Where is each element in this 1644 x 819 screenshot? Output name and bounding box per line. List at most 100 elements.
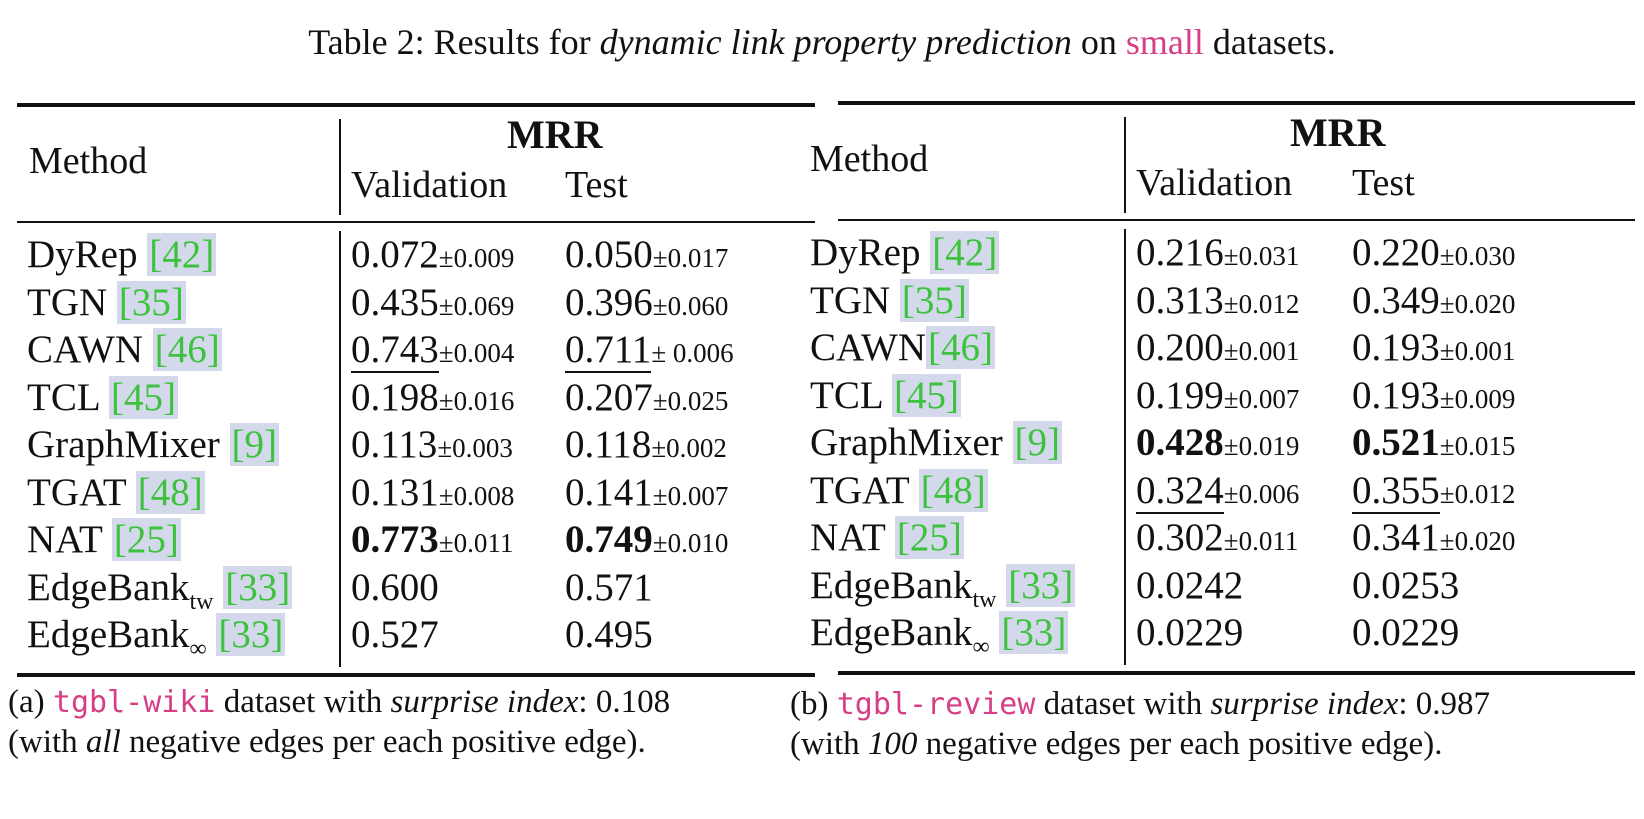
validation-value: 0.200 [1136,326,1224,369]
citation-link[interactable]: [46] [926,326,996,369]
citation-link[interactable]: [42] [147,233,217,276]
top-rule [838,101,1635,105]
header-divider [339,119,341,215]
test-value: 0.571 [565,565,653,609]
citation-link[interactable]: [48] [135,470,205,514]
citation-link[interactable]: [35] [116,280,186,324]
validation-cell: 0.428±0.019 [1136,419,1299,470]
validation-std: ±0.009 [438,243,515,273]
table-row: TGAT [48] 0.131±0.008 0.141±0.007 [17,469,815,517]
method-name: CAWN [27,328,153,371]
validation-std: ±0.011 [438,528,514,558]
test-cell: 0.220±0.030 [1352,229,1515,280]
method-subscript: ∞ [189,636,207,662]
citation-link[interactable]: [25] [894,516,964,559]
subcaption-b-mid: dataset with [1035,686,1211,722]
header-mrr: MRR [1290,110,1386,155]
citation-link[interactable]: [46] [152,328,222,371]
method-name: GraphMixer [810,421,1013,464]
test-value: 0.193 [1352,373,1440,417]
dataset-name-b: tgbl-review [836,687,1036,722]
validation-value: 0.113 [351,423,438,466]
validation-value: 0.072 [351,233,439,276]
dataset-name-a: tgbl-wiki [52,685,216,720]
method-name: TGN [27,280,117,324]
validation-cell: 0.600 [351,564,439,612]
test-std: ±0.002 [651,433,727,463]
method-name: DyRep [27,233,148,276]
citation-link[interactable]: [33] [999,611,1069,654]
method-cell: EdgeBank∞ [33] [27,611,286,673]
citation-link[interactable]: [25] [111,518,181,561]
method-subscript: tw [972,586,997,613]
table-row: EdgeBanktw [33] 0.600 0.571 [17,564,815,615]
citation-link[interactable]: [33] [216,613,286,656]
mid-rule [17,221,815,223]
citation-link[interactable]: [42] [930,231,1000,274]
validation-std: ±0.003 [437,433,513,463]
table-row: CAWN [46] 0.743±0.004 0.711± 0.006 [17,326,815,374]
test-std: ± 0.006 [651,338,734,368]
method-cell: EdgeBanktw [33] [27,564,293,626]
test-cell: 0.396±0.060 [565,279,728,330]
caption-highlight: small [1125,22,1204,62]
validation-std: ±0.008 [438,480,515,511]
method-cell: NAT [25] [27,516,181,564]
method-cell: TCL [45] [810,372,961,420]
test-std: ±0.020 [1439,526,1516,556]
citation-link[interactable]: [35] [899,278,969,322]
test-cell: 0.749±0.010 [565,516,728,567]
test-std: ±0.010 [652,528,729,558]
validation-cell: 0.0242 [1136,562,1243,610]
citation-link[interactable]: [33] [1006,563,1076,607]
validation-cell: 0.113±0.003 [351,421,513,472]
validation-cell: 0.527 [351,611,439,659]
validation-value: 0.600 [351,565,439,609]
method-subscript: ∞ [972,634,990,660]
method-cell: GraphMixer [9] [810,419,1063,467]
test-value: 0.711 [565,328,652,373]
validation-cell: 0.198±0.016 [351,374,514,425]
test-value: 0.050 [565,233,653,276]
citation-link[interactable]: [45] [891,373,961,417]
test-value: 0.118 [565,423,652,466]
citation-link[interactable]: [9] [229,423,280,466]
caption-emphasis: dynamic link property prediction [599,22,1072,62]
validation-std: ±0.031 [1223,241,1300,271]
test-cell: 0.571 [565,564,653,612]
validation-value: 0.324 [1136,468,1224,514]
subcaption-b-line2: (with 100 negative edges per each positi… [790,724,1442,764]
citation-link[interactable]: [45] [108,375,178,419]
validation-std: ±0.001 [1223,336,1300,366]
validation-cell: 0.216±0.031 [1136,229,1299,280]
method-cell: TGAT [48] [27,469,205,517]
method-name: TCL [27,375,109,419]
method-cell: TGN [35] [27,279,186,327]
method-cell: DyRep [42] [810,229,1000,277]
subcaption-a-l2-suffix: negative edges per each positive edge). [120,724,646,760]
subcaption-a-mid: dataset with [215,684,391,720]
test-cell: 0.495 [565,611,653,659]
method-name: TCL [810,373,892,417]
validation-cell: 0.072±0.009 [351,231,514,282]
header-method: Method [810,138,929,180]
subcaption-b-line1: (b) tgbl-review dataset with surprise in… [790,684,1490,725]
citation-link[interactable]: [33] [223,565,293,609]
validation-value: 0.527 [351,613,439,656]
subcaption-a-value: : 0.108 [578,684,671,720]
citation-link[interactable]: [48] [918,468,988,512]
citation-link[interactable]: [9] [1012,421,1063,464]
body-divider [1124,229,1126,665]
test-std: ±0.012 [1439,478,1516,509]
test-value: 0.0253 [1352,563,1460,607]
method-cell: CAWN[46] [810,324,996,372]
table-row: DyRep [42] 0.072±0.009 0.050±0.017 [17,231,815,279]
test-std: ±0.017 [652,243,729,273]
method-name: NAT [810,516,895,559]
table-row: TGN [35] 0.313±0.012 0.349±0.020 [810,277,1635,325]
bottom-rule [17,673,815,677]
subcaption-b-l2-suffix: negative edges per each positive edge). [917,726,1443,762]
header-mrr: MRR [507,112,603,157]
validation-std: ±0.006 [1223,478,1300,509]
bottom-rule [838,671,1635,675]
